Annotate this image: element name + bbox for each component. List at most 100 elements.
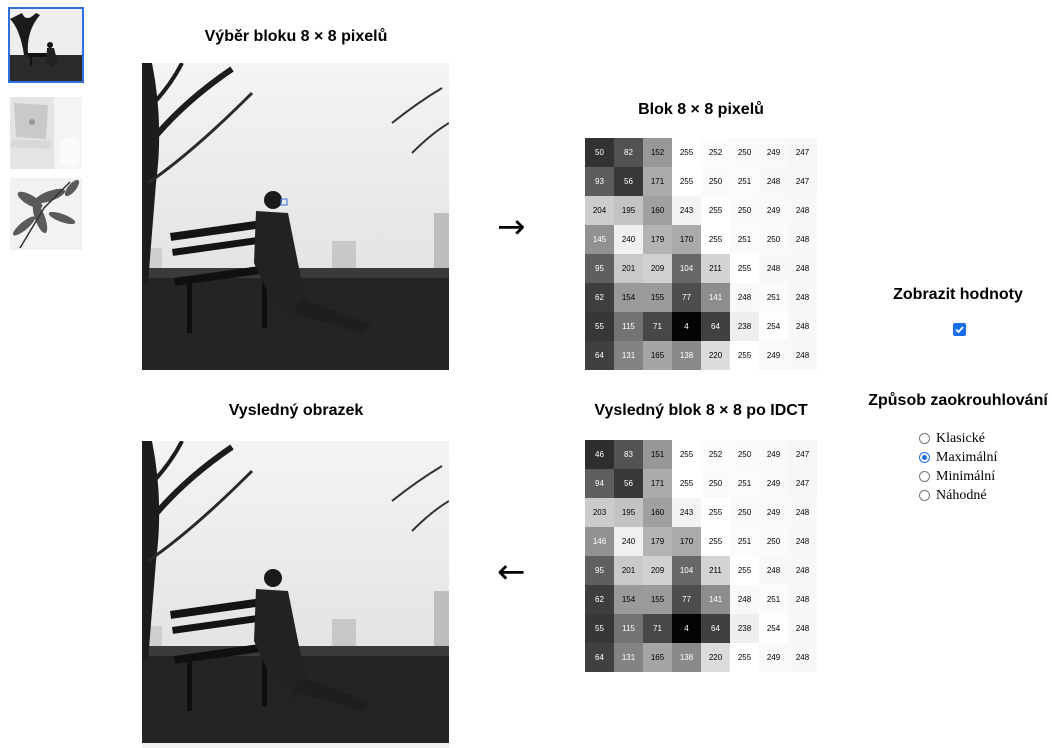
pixel-cell: 248 bbox=[788, 225, 817, 254]
rounding-option[interactable]: Minimální bbox=[919, 467, 997, 486]
pixel-cell: 4 bbox=[672, 614, 701, 643]
pixel-cell: 56 bbox=[614, 469, 643, 498]
pixel-cell: 255 bbox=[672, 469, 701, 498]
pixel-cell: 248 bbox=[788, 527, 817, 556]
pixel-cell: 155 bbox=[643, 585, 672, 614]
pixel-cell: 251 bbox=[730, 225, 759, 254]
pixel-cell: 248 bbox=[730, 585, 759, 614]
radio-button[interactable] bbox=[919, 433, 930, 444]
pixel-cell: 254 bbox=[759, 614, 788, 643]
pixel-cell: 93 bbox=[585, 167, 614, 196]
pixel-cell: 64 bbox=[701, 614, 730, 643]
forward-arrow-icon: → bbox=[497, 207, 526, 247]
bench-photo-thumbnail[interactable] bbox=[8, 7, 84, 83]
pixel-cell: 251 bbox=[730, 469, 759, 498]
pixel-block-grid: 50 82 152 255 252 250 249 247 93 56 171 255 250 251 24… bbox=[585, 138, 817, 370]
pixel-cell: 62 bbox=[585, 585, 614, 614]
pixel-cell: 211 bbox=[701, 254, 730, 283]
pixel-cell: 131 bbox=[614, 341, 643, 370]
pixel-cell: 238 bbox=[730, 614, 759, 643]
rounding-option[interactable]: Náhodné bbox=[919, 486, 997, 505]
leaves-photo-thumbnail[interactable] bbox=[10, 178, 82, 250]
pixel-cell: 248 bbox=[788, 341, 817, 370]
pixel-cell: 250 bbox=[701, 167, 730, 196]
pixel-cell: 250 bbox=[701, 469, 730, 498]
pixel-cell: 56 bbox=[614, 167, 643, 196]
pixel-cell: 95 bbox=[585, 254, 614, 283]
show-values-checkbox[interactable] bbox=[953, 323, 966, 336]
pixel-cell: 77 bbox=[672, 585, 701, 614]
pixel-cell: 255 bbox=[730, 643, 759, 672]
radio-button[interactable] bbox=[919, 490, 930, 501]
pixel-cell: 171 bbox=[643, 167, 672, 196]
pixel-cell: 255 bbox=[730, 341, 759, 370]
rounding-option[interactable]: Maximální bbox=[919, 448, 997, 467]
pixel-cell: 251 bbox=[730, 527, 759, 556]
pixel-cell: 170 bbox=[672, 527, 701, 556]
pixel-cell: 95 bbox=[585, 556, 614, 585]
pixel-cell: 255 bbox=[672, 138, 701, 167]
pixel-cell: 50 bbox=[585, 138, 614, 167]
pixel-cell: 77 bbox=[672, 283, 701, 312]
pixel-cell: 254 bbox=[759, 312, 788, 341]
rounding-option-label: Minimální bbox=[936, 468, 996, 484]
pixel-cell: 249 bbox=[759, 138, 788, 167]
radio-button[interactable] bbox=[919, 452, 930, 463]
pixel-cell: 104 bbox=[672, 254, 701, 283]
pixel-cell: 248 bbox=[788, 585, 817, 614]
pixel-cell: 249 bbox=[759, 440, 788, 469]
result-image bbox=[142, 441, 449, 748]
pixel-cell: 248 bbox=[759, 254, 788, 283]
result-image-picture bbox=[142, 441, 449, 743]
pixel-cell: 243 bbox=[672, 196, 701, 225]
back-arrow-icon: ← bbox=[497, 552, 526, 592]
pixel-cell: 160 bbox=[643, 498, 672, 527]
pixel-cell: 255 bbox=[672, 167, 701, 196]
pixel-cell: 179 bbox=[643, 225, 672, 254]
pixel-cell: 238 bbox=[730, 312, 759, 341]
pixel-cell: 55 bbox=[585, 312, 614, 341]
pixel-cell: 201 bbox=[614, 556, 643, 585]
radio-button[interactable] bbox=[919, 471, 930, 482]
pixel-cell: 243 bbox=[672, 498, 701, 527]
pixel-cell: 4 bbox=[672, 312, 701, 341]
pixel-cell: 249 bbox=[759, 196, 788, 225]
pixel-cell: 64 bbox=[701, 312, 730, 341]
pixel-cell: 62 bbox=[585, 283, 614, 312]
pixel-cell: 252 bbox=[701, 138, 730, 167]
pixel-cell: 138 bbox=[672, 341, 701, 370]
pixel-cell: 83 bbox=[614, 440, 643, 469]
rounding-option[interactable]: Klasické bbox=[919, 429, 997, 448]
pixel-cell: 247 bbox=[788, 440, 817, 469]
pixel-cell: 82 bbox=[614, 138, 643, 167]
pixel-cell: 195 bbox=[614, 196, 643, 225]
pixel-cell: 203 bbox=[585, 498, 614, 527]
pixel-cell: 250 bbox=[730, 498, 759, 527]
source-image-picture bbox=[142, 63, 449, 370]
rounding-option-label: Klasické bbox=[936, 430, 985, 446]
idct-block-grid: 46 83 151 255 252 250 249 247 94 56 171 255 250 251 24… bbox=[585, 440, 817, 672]
laptop-photo-thumbnail[interactable] bbox=[10, 97, 82, 169]
pixel-cell: 154 bbox=[614, 283, 643, 312]
pixel-cell: 249 bbox=[759, 498, 788, 527]
pixel-cell: 146 bbox=[585, 527, 614, 556]
pixel-cell: 248 bbox=[788, 556, 817, 585]
pixel-cell: 141 bbox=[701, 585, 730, 614]
pixel-cell: 255 bbox=[701, 196, 730, 225]
pixel-cell: 248 bbox=[788, 498, 817, 527]
checkmark-icon bbox=[955, 326, 964, 334]
pixel-cell: 220 bbox=[701, 643, 730, 672]
pixel-cell: 165 bbox=[643, 643, 672, 672]
leaves-photo-thumbnail-image bbox=[10, 178, 82, 250]
pixel-cell: 71 bbox=[643, 312, 672, 341]
pixel-cell: 247 bbox=[788, 138, 817, 167]
pixel-cell: 145 bbox=[585, 225, 614, 254]
result-block-heading: Vysledný blok 8 × 8 po IDCT bbox=[594, 402, 808, 419]
select-block-heading: Výběr bloku 8 × 8 pixelů bbox=[204, 28, 388, 45]
pixel-cell: 248 bbox=[788, 614, 817, 643]
pixel-cell: 171 bbox=[643, 469, 672, 498]
pixel-cell: 248 bbox=[788, 254, 817, 283]
source-image[interactable] bbox=[142, 63, 449, 370]
pixel-cell: 252 bbox=[701, 440, 730, 469]
pixel-cell: 247 bbox=[788, 469, 817, 498]
